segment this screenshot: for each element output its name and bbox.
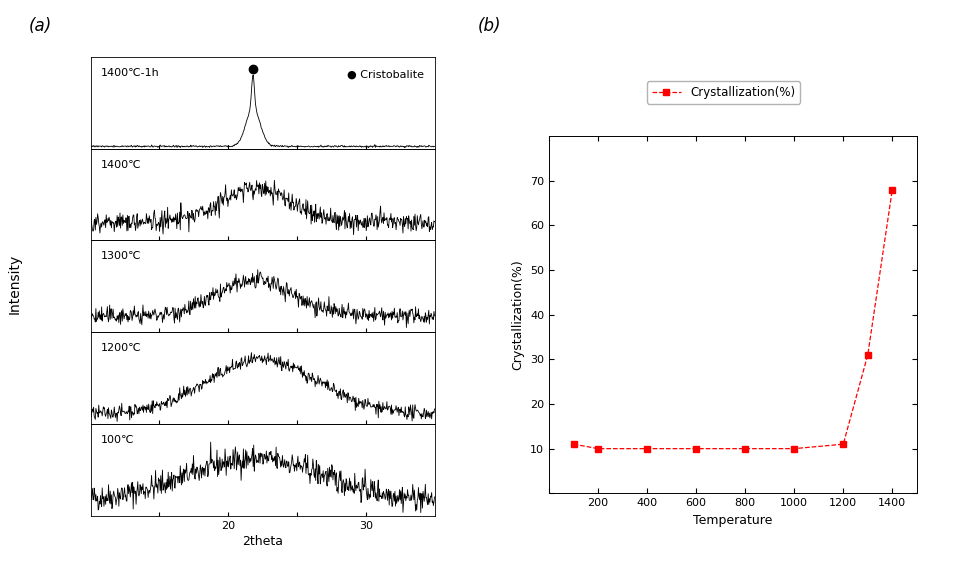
X-axis label: Temperature: Temperature: [693, 514, 773, 527]
Text: 1400℃-1h: 1400℃-1h: [101, 67, 159, 78]
Crystallization(%): [862, 352, 874, 358]
Y-axis label: Crystallization(%): Crystallization(%): [512, 259, 524, 370]
X-axis label: 2theta: 2theta: [243, 535, 283, 548]
Text: (a): (a): [29, 17, 52, 35]
Text: ● Cristobalite: ● Cristobalite: [348, 70, 424, 80]
Text: 1400℃: 1400℃: [101, 159, 141, 170]
Crystallization(%): [592, 445, 604, 452]
Line: Crystallization(%): Crystallization(%): [570, 186, 896, 452]
Text: 1200℃: 1200℃: [101, 343, 141, 353]
Crystallization(%): [886, 186, 898, 193]
Crystallization(%): [739, 445, 751, 452]
Text: 1300℃: 1300℃: [101, 251, 141, 261]
Crystallization(%): [838, 441, 849, 447]
Crystallization(%): [690, 445, 702, 452]
Text: 100℃: 100℃: [101, 435, 135, 445]
Crystallization(%): [642, 445, 653, 452]
Text: (b): (b): [478, 17, 501, 35]
Crystallization(%): [789, 445, 800, 452]
Legend: Crystallization(%): Crystallization(%): [647, 81, 800, 104]
Text: Intensity: Intensity: [8, 253, 21, 314]
Crystallization(%): [568, 441, 580, 447]
